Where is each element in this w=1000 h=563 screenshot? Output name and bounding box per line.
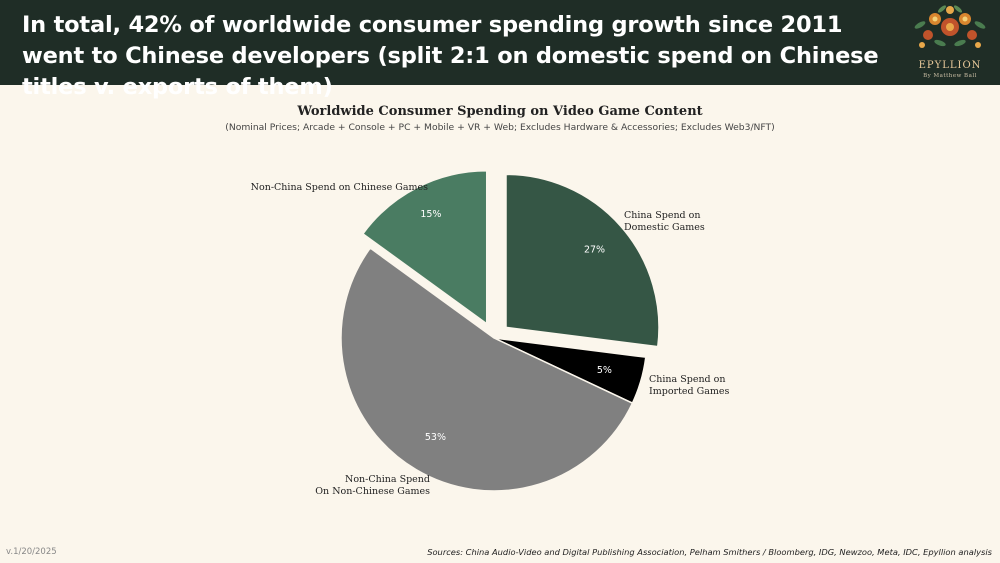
slice-category-label: Non-China Spend On Non-Chinese Games	[315, 474, 430, 497]
slice-category-label: China Spend on Domestic Games	[624, 210, 705, 233]
epyllion-logo: EPYLLION By Matthew Ball	[906, 3, 994, 83]
slice-value-label: 27%	[584, 244, 605, 255]
logo-name: EPYLLION	[918, 60, 982, 71]
slice-value-label: 15%	[420, 209, 441, 220]
headline: In total, 42% of worldwide consumer spen…	[22, 12, 879, 100]
logo-byline: By Matthew Ball	[923, 73, 977, 79]
chart-subtitle: (Nominal Prices; Arcade + Console + PC +…	[225, 122, 775, 133]
slice-category-label: Non-China Spend on Chinese Games	[251, 182, 428, 193]
slice-category-label: China Spend on Imported Games	[649, 374, 730, 397]
chart-title: Worldwide Consumer Spending on Video Gam…	[297, 104, 703, 119]
sources-note: Sources: China Audio-Video and Digital P…	[427, 547, 992, 557]
version-label: v.1/20/2025	[6, 547, 57, 557]
floral-wreath-icon	[914, 5, 986, 48]
header-banner: In total, 42% of worldwide consumer spen…	[0, 0, 1000, 100]
pie-slice	[505, 173, 660, 348]
slice-value-label: 53%	[425, 432, 446, 443]
pie-slice	[340, 247, 634, 492]
slice-value-label: 5%	[597, 365, 612, 376]
pie-slice	[361, 169, 488, 326]
